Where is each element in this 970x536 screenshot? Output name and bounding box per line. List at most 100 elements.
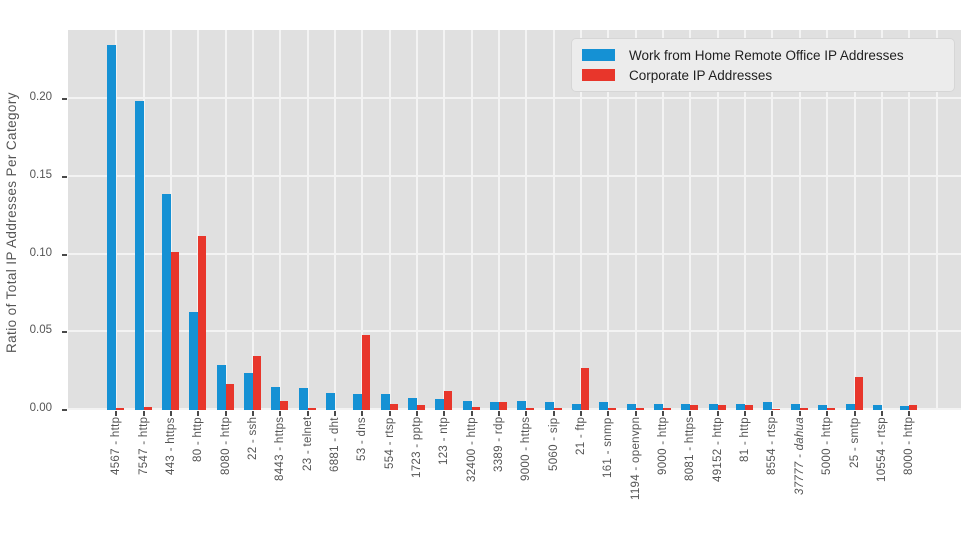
x-tick-label: 5060 - sip (547, 417, 560, 471)
gridline-v (115, 30, 118, 410)
y-tick-label: 0.05 (29, 324, 52, 337)
bar-corporate (909, 404, 918, 410)
gridline-v (470, 30, 473, 410)
legend: Work from Home Remote Office IP Addresse… (571, 38, 955, 92)
gridline-v (197, 30, 200, 410)
gridline-h (68, 330, 961, 333)
legend-label-corporate: Corporate IP Addresses (629, 67, 773, 83)
bar-wfh (517, 400, 527, 410)
x-tick-label: 443 - https (164, 417, 177, 475)
bar-wfh (845, 403, 855, 410)
x-tick-mark (826, 411, 829, 416)
bar-corporate (307, 408, 316, 410)
y-tick-label: 0.15 (29, 169, 52, 182)
bar-wfh (380, 394, 390, 410)
x-tick-label: 22 - ssh (246, 417, 259, 461)
y-tick-mark (62, 409, 67, 411)
x-tick-label: 8081 - https (684, 417, 697, 482)
x-tick-mark (771, 411, 774, 416)
bar-corporate (280, 400, 289, 410)
bar-wfh (572, 403, 582, 410)
x-tick-mark (662, 411, 665, 416)
x-tick-mark (361, 411, 364, 416)
bar-wfh (243, 372, 253, 410)
bar-wfh (407, 397, 417, 410)
x-tick-mark (224, 411, 227, 416)
y-tick-mark (62, 176, 67, 179)
x-tick-mark (580, 411, 583, 416)
x-tick-mark (306, 411, 309, 416)
x-tick-label: 9000 - https (520, 417, 533, 482)
x-tick-mark (498, 411, 501, 416)
x-tick-mark (798, 411, 801, 416)
x-tick-label: 53 - dns (356, 417, 369, 461)
bar-wfh (490, 402, 500, 410)
gridline-v (498, 30, 501, 410)
gridline-v (279, 30, 282, 410)
gridline-v (333, 30, 336, 410)
gridline-v (552, 30, 555, 410)
bar-corporate (225, 383, 234, 410)
bar-wfh (763, 402, 773, 410)
plot-area: Work from Home Remote Office IP Addresse… (68, 30, 961, 410)
x-tick-label: 25 - smtp (848, 417, 861, 468)
gridline-v (415, 30, 418, 410)
y-tick-label: 0.10 (29, 246, 52, 259)
gridline-v (689, 30, 692, 410)
gridline-v (361, 30, 364, 410)
bar-corporate (799, 408, 808, 410)
y-tick-label: 0.00 (29, 402, 52, 414)
x-tick-mark (689, 411, 692, 416)
gridline-v (908, 30, 911, 410)
bar-corporate (444, 391, 453, 410)
bar-corporate (690, 405, 699, 410)
bar-corporate (553, 408, 562, 410)
bar-wfh (435, 399, 445, 410)
bar-corporate (389, 403, 398, 410)
x-tick-label: 37777 - dahua (793, 417, 806, 496)
bar-corporate (416, 405, 425, 410)
x-tick-label: 80 - http (192, 417, 205, 462)
x-tick-label: 7547 - http (137, 417, 150, 476)
x-tick-label: 1723 - pptp (410, 417, 423, 479)
x-tick-label: 9000 - http (657, 417, 670, 476)
x-tick-mark (443, 411, 446, 416)
gridline-h (68, 97, 961, 100)
bar-wfh (216, 364, 226, 410)
bar-wfh (134, 100, 144, 410)
bar-wfh (161, 194, 171, 410)
y-tick-mark (62, 331, 67, 334)
bar-corporate (854, 377, 863, 410)
gridline-v (580, 30, 583, 410)
gridline-v (662, 30, 665, 410)
x-tick-mark (388, 411, 391, 416)
bar-corporate (526, 408, 535, 410)
bar-wfh (271, 386, 281, 410)
x-tick-label: 554 - rtsp (383, 417, 396, 469)
gridline-v (771, 30, 774, 410)
bar-corporate (499, 402, 508, 410)
bar-corporate (198, 236, 207, 410)
legend-swatch-blue-icon (582, 49, 615, 61)
y-tick-mark (62, 253, 67, 256)
legend-swatch-red-icon (582, 69, 615, 81)
bar-wfh (599, 402, 609, 410)
bar-corporate (252, 355, 261, 410)
bar-corporate (772, 409, 781, 410)
bar-wfh (681, 403, 691, 410)
x-tick-mark (142, 411, 145, 416)
legend-label-wfh: Work from Home Remote Office IP Addresse… (629, 47, 904, 63)
x-tick-mark (279, 411, 282, 416)
gridline-v (826, 30, 829, 410)
gridline-v (716, 30, 719, 410)
bar-wfh (544, 402, 554, 410)
x-tick-label: 21 - ftp (575, 417, 588, 456)
gridline-v (853, 30, 856, 410)
x-tick-mark (115, 411, 118, 416)
bar-wfh (872, 405, 882, 410)
gridline-v (169, 30, 172, 410)
bar-corporate (827, 408, 836, 410)
gridline-v (798, 30, 801, 410)
x-tick-label: 8443 - https (274, 417, 287, 482)
bar-wfh (325, 392, 335, 410)
